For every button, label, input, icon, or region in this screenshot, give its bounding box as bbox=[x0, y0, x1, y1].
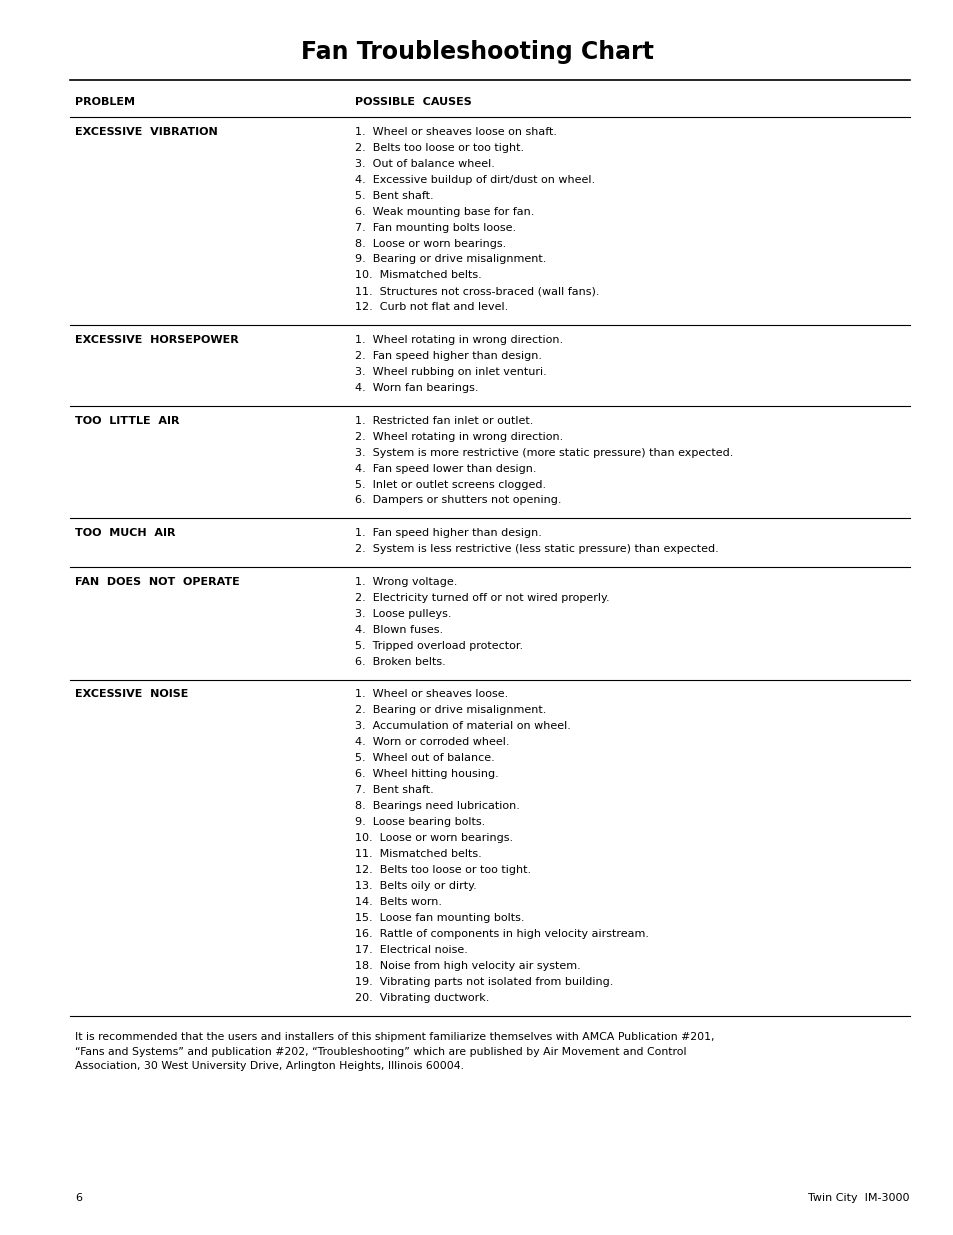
Text: 4.  Worn or corroded wheel.: 4. Worn or corroded wheel. bbox=[355, 737, 509, 747]
Text: 13.  Belts oily or dirty.: 13. Belts oily or dirty. bbox=[355, 881, 476, 890]
Text: 3.  Loose pulleys.: 3. Loose pulleys. bbox=[355, 609, 451, 619]
Text: 12.  Belts too loose or too tight.: 12. Belts too loose or too tight. bbox=[355, 864, 531, 874]
Text: FAN  DOES  NOT  OPERATE: FAN DOES NOT OPERATE bbox=[75, 577, 239, 587]
Text: 7.  Fan mounting bolts loose.: 7. Fan mounting bolts loose. bbox=[355, 222, 516, 232]
Text: 2.  Wheel rotating in wrong direction.: 2. Wheel rotating in wrong direction. bbox=[355, 431, 562, 442]
Text: 3.  Accumulation of material on wheel.: 3. Accumulation of material on wheel. bbox=[355, 721, 570, 731]
Text: 5.  Inlet or outlet screens clogged.: 5. Inlet or outlet screens clogged. bbox=[355, 479, 545, 489]
Text: 16.  Rattle of components in high velocity airstream.: 16. Rattle of components in high velocit… bbox=[355, 929, 648, 939]
Text: It is recommended that the users and installers of this shipment familiarize the: It is recommended that the users and ins… bbox=[75, 1032, 714, 1071]
Text: 17.  Electrical noise.: 17. Electrical noise. bbox=[355, 945, 467, 955]
Text: 11.  Mismatched belts.: 11. Mismatched belts. bbox=[355, 848, 481, 860]
Text: 1.  Restricted fan inlet or outlet.: 1. Restricted fan inlet or outlet. bbox=[355, 416, 533, 426]
Text: 8.  Loose or worn bearings.: 8. Loose or worn bearings. bbox=[355, 238, 506, 248]
Text: 5.  Tripped overload protector.: 5. Tripped overload protector. bbox=[355, 641, 522, 651]
Text: TOO  MUCH  AIR: TOO MUCH AIR bbox=[75, 529, 175, 538]
Text: 6.  Broken belts.: 6. Broken belts. bbox=[355, 657, 445, 667]
Text: 6.  Wheel hitting housing.: 6. Wheel hitting housing. bbox=[355, 769, 498, 779]
Text: EXCESSIVE  VIBRATION: EXCESSIVE VIBRATION bbox=[75, 127, 217, 137]
Text: 4.  Fan speed lower than design.: 4. Fan speed lower than design. bbox=[355, 463, 536, 473]
Text: 2.  System is less restrictive (less static pressure) than expected.: 2. System is less restrictive (less stat… bbox=[355, 545, 718, 555]
Text: 1.  Wheel or sheaves loose on shaft.: 1. Wheel or sheaves loose on shaft. bbox=[355, 127, 557, 137]
Text: 12.  Curb not flat and level.: 12. Curb not flat and level. bbox=[355, 303, 508, 312]
Text: 9.  Bearing or drive misalignment.: 9. Bearing or drive misalignment. bbox=[355, 254, 546, 264]
Text: 1.  Fan speed higher than design.: 1. Fan speed higher than design. bbox=[355, 529, 541, 538]
Text: 5.  Wheel out of balance.: 5. Wheel out of balance. bbox=[355, 753, 495, 763]
Text: Twin City  IM-3000: Twin City IM-3000 bbox=[807, 1193, 909, 1203]
Text: 14.  Belts worn.: 14. Belts worn. bbox=[355, 897, 441, 906]
Text: 6: 6 bbox=[75, 1193, 82, 1203]
Text: 19.  Vibrating parts not isolated from building.: 19. Vibrating parts not isolated from bu… bbox=[355, 977, 613, 987]
Text: 6.  Weak mounting base for fan.: 6. Weak mounting base for fan. bbox=[355, 206, 534, 216]
Text: 2.  Belts too loose or too tight.: 2. Belts too loose or too tight. bbox=[355, 143, 523, 153]
Text: 3.  System is more restrictive (more static pressure) than expected.: 3. System is more restrictive (more stat… bbox=[355, 447, 733, 457]
Text: 20.  Vibrating ductwork.: 20. Vibrating ductwork. bbox=[355, 993, 489, 1003]
Text: 2.  Fan speed higher than design.: 2. Fan speed higher than design. bbox=[355, 351, 541, 361]
Text: 3.  Wheel rubbing on inlet venturi.: 3. Wheel rubbing on inlet venturi. bbox=[355, 367, 546, 377]
Text: 2.  Bearing or drive misalignment.: 2. Bearing or drive misalignment. bbox=[355, 705, 546, 715]
Text: 1.  Wrong voltage.: 1. Wrong voltage. bbox=[355, 577, 456, 587]
Text: 7.  Bent shaft.: 7. Bent shaft. bbox=[355, 785, 434, 795]
Text: 11.  Structures not cross-braced (wall fans).: 11. Structures not cross-braced (wall fa… bbox=[355, 287, 598, 296]
Text: 10.  Mismatched belts.: 10. Mismatched belts. bbox=[355, 270, 481, 280]
Text: TOO  LITTLE  AIR: TOO LITTLE AIR bbox=[75, 416, 179, 426]
Text: 10.  Loose or worn bearings.: 10. Loose or worn bearings. bbox=[355, 832, 513, 844]
Text: 18.  Noise from high velocity air system.: 18. Noise from high velocity air system. bbox=[355, 961, 580, 971]
Text: 9.  Loose bearing bolts.: 9. Loose bearing bolts. bbox=[355, 818, 485, 827]
Text: 3.  Out of balance wheel.: 3. Out of balance wheel. bbox=[355, 158, 495, 169]
Text: 4.  Excessive buildup of dirt/dust on wheel.: 4. Excessive buildup of dirt/dust on whe… bbox=[355, 174, 595, 185]
Text: Fan Troubleshooting Chart: Fan Troubleshooting Chart bbox=[300, 40, 653, 64]
Text: POSSIBLE  CAUSES: POSSIBLE CAUSES bbox=[355, 98, 471, 107]
Text: 5.  Bent shaft.: 5. Bent shaft. bbox=[355, 190, 434, 200]
Text: EXCESSIVE  HORSEPOWER: EXCESSIVE HORSEPOWER bbox=[75, 335, 238, 345]
Text: 1.  Wheel rotating in wrong direction.: 1. Wheel rotating in wrong direction. bbox=[355, 335, 562, 345]
Text: 1.  Wheel or sheaves loose.: 1. Wheel or sheaves loose. bbox=[355, 689, 508, 699]
Text: 4.  Blown fuses.: 4. Blown fuses. bbox=[355, 625, 442, 635]
Text: 15.  Loose fan mounting bolts.: 15. Loose fan mounting bolts. bbox=[355, 913, 524, 923]
Text: 8.  Bearings need lubrication.: 8. Bearings need lubrication. bbox=[355, 802, 519, 811]
Text: EXCESSIVE  NOISE: EXCESSIVE NOISE bbox=[75, 689, 188, 699]
Text: 4.  Worn fan bearings.: 4. Worn fan bearings. bbox=[355, 383, 478, 393]
Text: 2.  Electricity turned off or not wired properly.: 2. Electricity turned off or not wired p… bbox=[355, 593, 609, 603]
Text: 6.  Dampers or shutters not opening.: 6. Dampers or shutters not opening. bbox=[355, 495, 561, 505]
Text: PROBLEM: PROBLEM bbox=[75, 98, 135, 107]
